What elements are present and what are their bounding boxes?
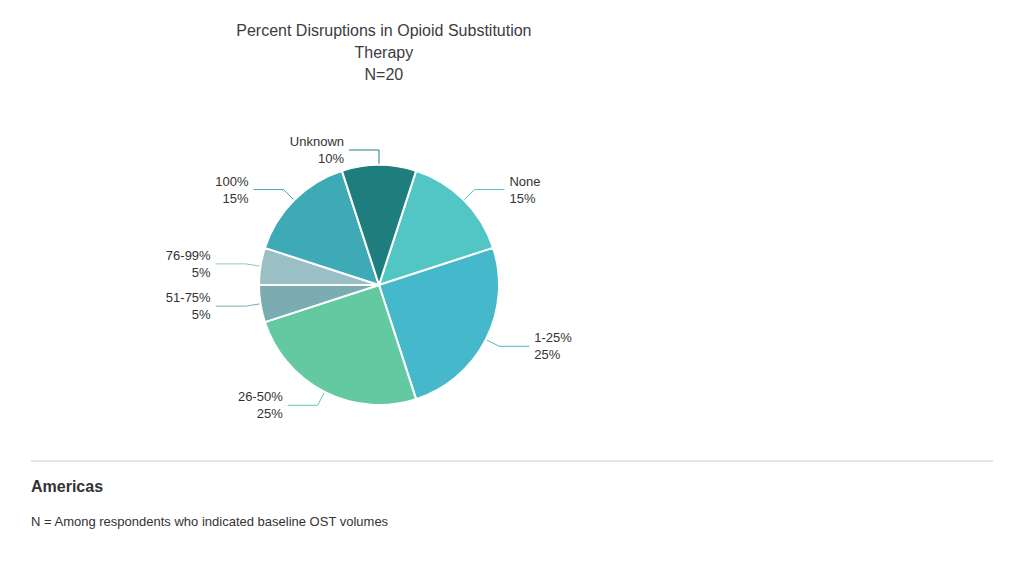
svg-text:Percent Disruptions in Opioid: Percent Disruptions in Opioid Substituti… [236, 22, 531, 39]
svg-text:25%: 25% [257, 406, 283, 421]
svg-text:25%: 25% [534, 347, 560, 362]
svg-text:Therapy: Therapy [355, 44, 414, 61]
svg-text:10%: 10% [318, 151, 344, 166]
svg-text:N = Among respondents who indi: N = Among respondents who indicated base… [31, 514, 389, 529]
svg-text:N=20: N=20 [365, 66, 404, 83]
svg-text:15%: 15% [223, 191, 249, 206]
svg-text:51-75%: 51-75% [166, 290, 211, 305]
svg-text:15%: 15% [509, 191, 535, 206]
svg-text:Americas: Americas [31, 478, 103, 495]
svg-text:76-99%: 76-99% [166, 248, 211, 263]
svg-text:None: None [509, 174, 540, 189]
svg-text:5%: 5% [192, 265, 211, 280]
svg-text:100%: 100% [215, 174, 249, 189]
svg-text:1-25%: 1-25% [534, 330, 572, 345]
svg-text:26-50%: 26-50% [238, 389, 283, 404]
svg-text:5%: 5% [192, 307, 211, 322]
svg-text:Unknown: Unknown [290, 134, 344, 149]
